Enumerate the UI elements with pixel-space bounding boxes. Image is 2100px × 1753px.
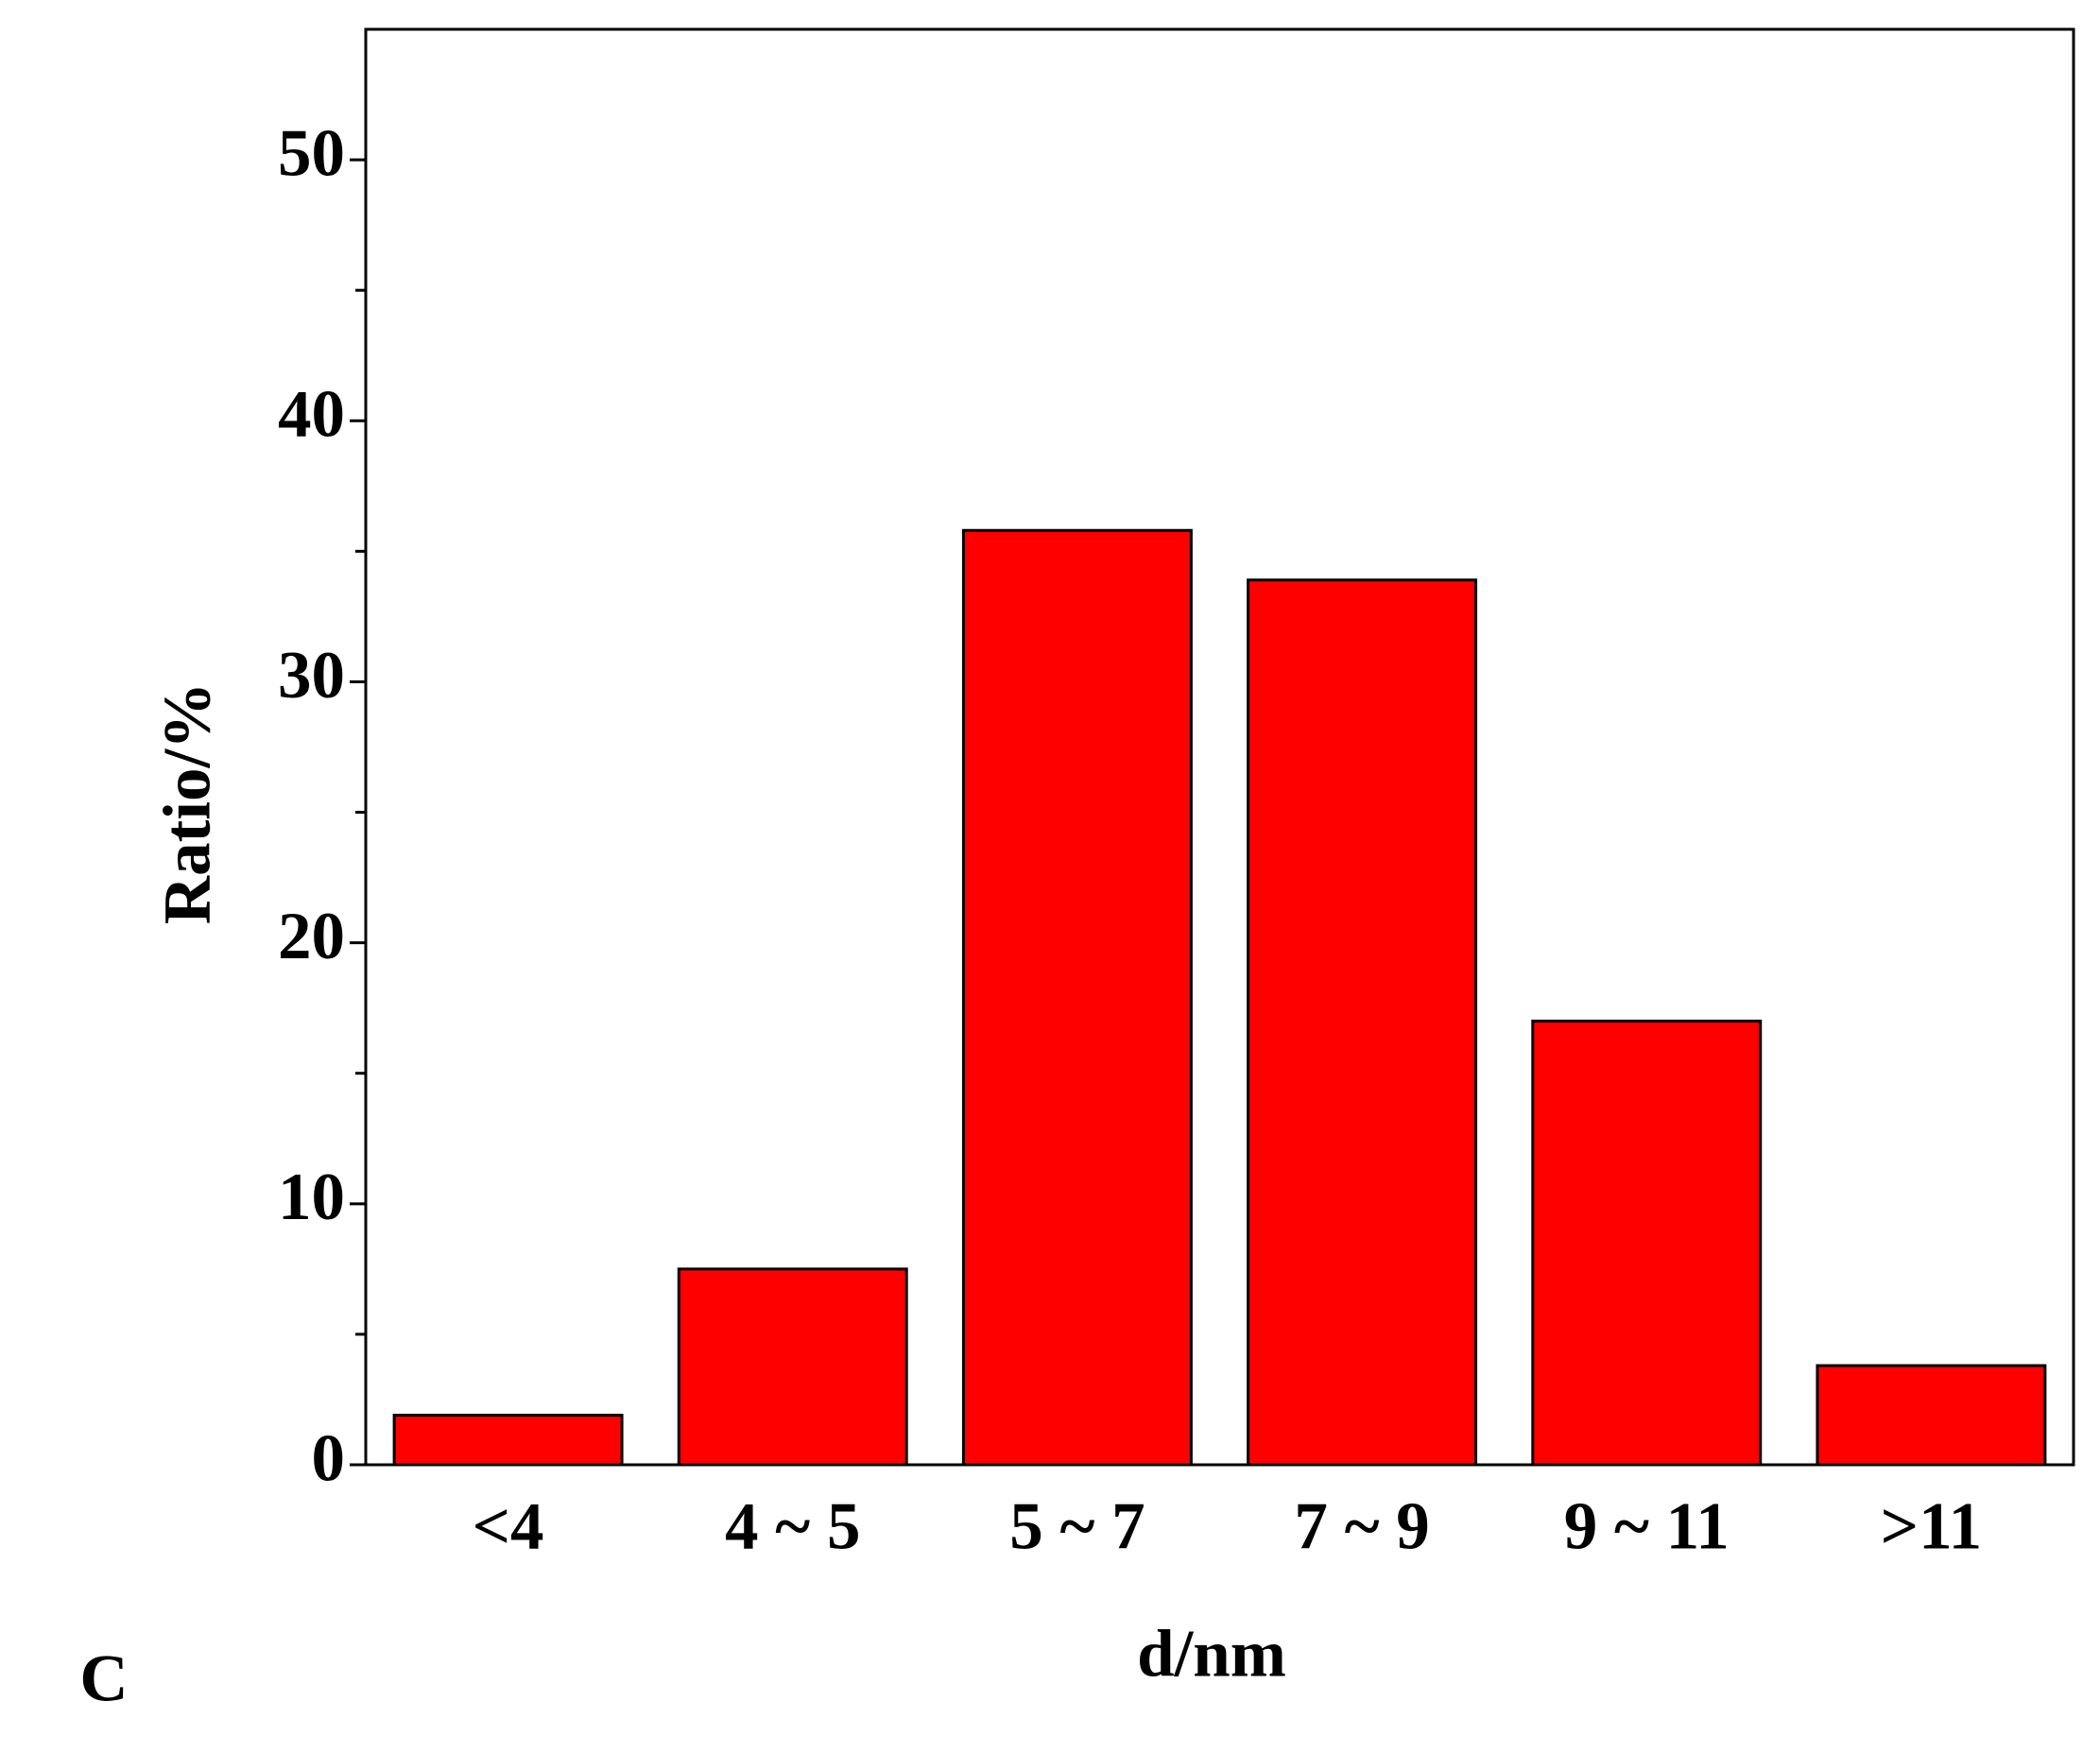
bar (961, 528, 1193, 1467)
x-tick-label: 4 ~ 5 (725, 1489, 860, 1563)
bar (677, 1267, 908, 1467)
y-tick-label: 20 (278, 900, 345, 973)
bar (1247, 578, 1478, 1467)
x-tick-label: >11 (1881, 1489, 1983, 1563)
x-tick-label: <4 (473, 1489, 544, 1563)
y-tick-label: 10 (278, 1160, 345, 1234)
bar (1531, 1019, 1763, 1467)
x-tick-label: 5 ~ 7 (1009, 1489, 1145, 1563)
y-tick-label: 30 (278, 639, 345, 713)
plot-frame (364, 27, 2075, 1467)
bar (1816, 1364, 2047, 1467)
y-tick-label: 0 (312, 1421, 346, 1495)
y-tick-label: 40 (278, 378, 345, 452)
x-axis-label: d/nm (1137, 1617, 1286, 1691)
bar (392, 1414, 624, 1467)
y-tick-label: 50 (278, 116, 345, 190)
panel-label: C (79, 1641, 128, 1715)
x-tick-label: 7 ~ 9 (1294, 1489, 1429, 1563)
y-axis-label: Ratio/% (150, 682, 224, 924)
x-tick-label: 9 ~ 11 (1564, 1489, 1730, 1563)
